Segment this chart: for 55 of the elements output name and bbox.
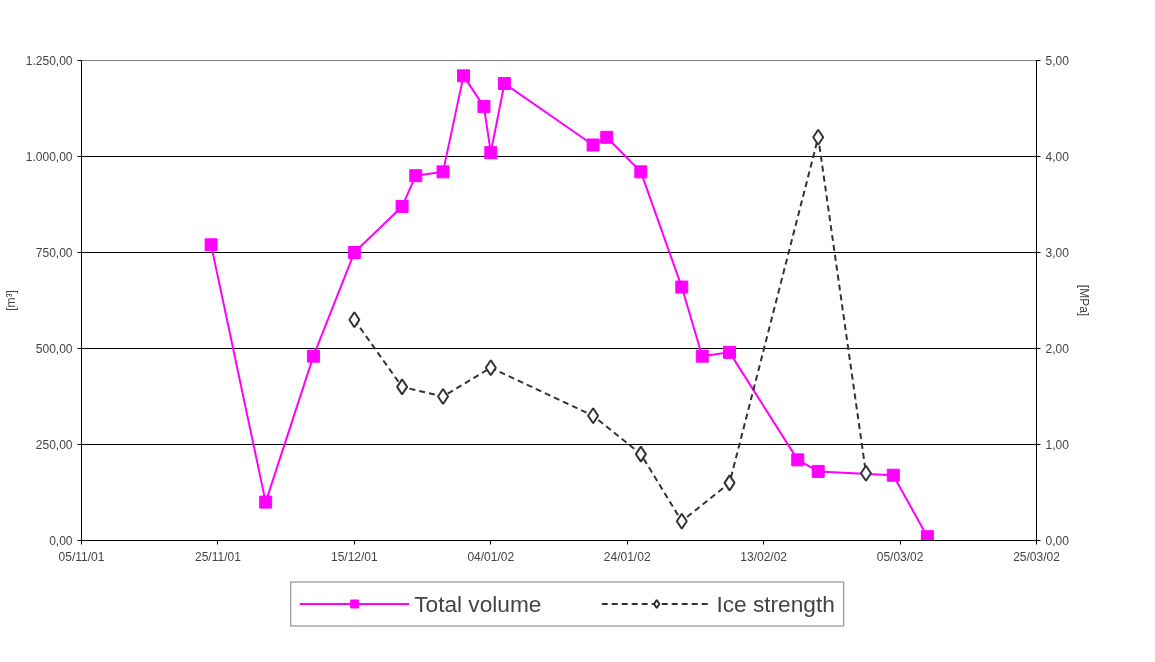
point [306, 349, 320, 363]
x-tick-label: 15/12/01 [331, 549, 379, 564]
point [259, 495, 273, 509]
y2-tick-label: 2,00 [1045, 342, 1070, 356]
y-tick-label: 1.000,00 [25, 150, 73, 164]
legend-label: Ice strength [716, 590, 835, 617]
x-tick-label: 05/03/02 [876, 549, 924, 564]
point [859, 464, 872, 482]
x-tick-label: 05/11/01 [58, 549, 105, 564]
point [886, 468, 900, 482]
x-tick-label: 13/02/02 [740, 549, 788, 564]
point [436, 165, 450, 179]
point [586, 138, 600, 152]
point [600, 130, 614, 144]
point [675, 280, 689, 294]
point [587, 407, 600, 425]
point [409, 169, 423, 183]
point [695, 349, 709, 363]
point [812, 128, 825, 146]
point [395, 199, 409, 213]
x-tick-label: 25/03/02 [1013, 549, 1061, 564]
point [634, 165, 648, 179]
point [723, 474, 736, 492]
y-tick-label: 500,00 [35, 342, 73, 356]
point [811, 464, 825, 478]
point [204, 238, 218, 252]
y-tick-label: 250,00 [35, 438, 73, 452]
point [437, 388, 450, 405]
y2-tick-label: 5,00 [1045, 54, 1070, 68]
y-tick-label: 0,00 [49, 534, 73, 548]
y2-tick-label: 4,00 [1045, 150, 1070, 164]
point [457, 69, 470, 83]
point [396, 378, 409, 396]
y2-tick-label: 1,00 [1045, 438, 1070, 452]
point [484, 359, 497, 377]
point [791, 453, 805, 467]
point [347, 246, 361, 259]
y2-axis-title: [MPa] [1076, 284, 1091, 317]
y-axis-title: [m³] [3, 290, 18, 311]
y2-tick-label: 3,00 [1045, 246, 1070, 260]
point [634, 445, 647, 463]
point [920, 530, 934, 541]
point [477, 100, 491, 114]
point [675, 512, 688, 530]
y-tick-label: 750,00 [35, 246, 73, 260]
point [723, 345, 737, 359]
y-tick-label: 1.250,00 [25, 54, 73, 68]
point [484, 146, 498, 160]
x-tick-label: 04/01/02 [467, 549, 515, 564]
x-tick-label: 25/11/01 [195, 549, 242, 564]
point [497, 77, 511, 91]
point [348, 311, 361, 329]
x-tick-label: 24/01/02 [603, 549, 651, 564]
legend-label: Total volume [414, 590, 542, 617]
y2-tick-label: 0,00 [1045, 534, 1070, 548]
